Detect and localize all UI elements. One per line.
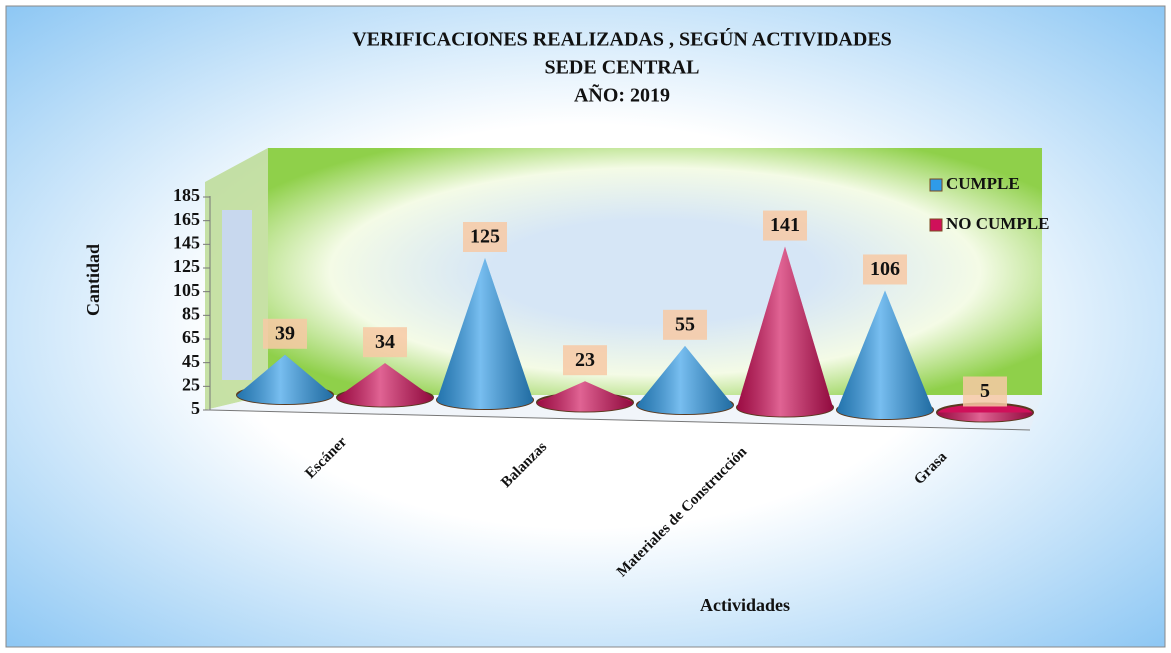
cone (836, 290, 934, 420)
value-label: 39 (275, 322, 295, 344)
chart-title: AÑO: 2019 (574, 84, 670, 107)
cone-part (737, 246, 833, 417)
y-tick-label: 45 (182, 351, 200, 371)
value-label-box (263, 318, 307, 349)
legend-label: NO CUMPLE (946, 214, 1049, 233)
y-tick-label: 185 (173, 185, 200, 205)
cone (736, 246, 834, 418)
value-label-box (863, 254, 907, 285)
cone-part (437, 258, 533, 409)
value-label-box (563, 345, 607, 376)
cone (536, 381, 634, 413)
value-label: 141 (770, 214, 800, 236)
cone-part (637, 345, 733, 414)
cone (436, 258, 534, 410)
y-tick-label: 65 (182, 327, 200, 347)
value-label: 23 (575, 349, 595, 371)
chart-title: VERIFICACIONES REALIZADAS , SEGÚN ACTIVI… (352, 27, 892, 51)
x-axis (209, 409, 1031, 431)
cone (336, 363, 434, 408)
chart-title: SEDE CENTRAL (544, 57, 699, 79)
legend-label: CUMPLE (946, 174, 1020, 193)
y-tick-label: 5 (191, 398, 200, 418)
legend-swatch (929, 218, 943, 232)
value-label-box (963, 376, 1007, 407)
cone (236, 354, 334, 405)
cone-part (337, 363, 433, 407)
y-tick-label: 85 (182, 303, 200, 323)
x-axis-label: Actividades (700, 595, 790, 615)
cone-part (837, 290, 933, 419)
y-tick-label: 105 (173, 280, 200, 300)
value-label: 34 (375, 331, 395, 353)
value-label-box (363, 327, 407, 358)
y-axis-label: Cantidad (83, 244, 103, 316)
cone (936, 402, 1034, 423)
y-tick-label: 145 (173, 232, 200, 252)
cone-part (537, 381, 633, 412)
value-label-box (463, 222, 507, 252)
cone-part (937, 412, 1033, 422)
value-label: 106 (870, 258, 900, 280)
y-tick-label: 25 (182, 374, 200, 394)
side-wall-panel (222, 210, 252, 380)
value-label: 125 (470, 226, 500, 248)
legend-swatch (929, 178, 943, 192)
value-label: 5 (980, 380, 990, 402)
value-label-box (763, 210, 807, 241)
y-tick-label: 165 (173, 209, 200, 229)
back-wall (268, 148, 1042, 395)
y-tick-label: 125 (173, 256, 200, 276)
cone-part (237, 354, 333, 404)
value-label: 55 (675, 313, 695, 335)
value-label-box (663, 309, 707, 340)
cone (636, 345, 734, 415)
